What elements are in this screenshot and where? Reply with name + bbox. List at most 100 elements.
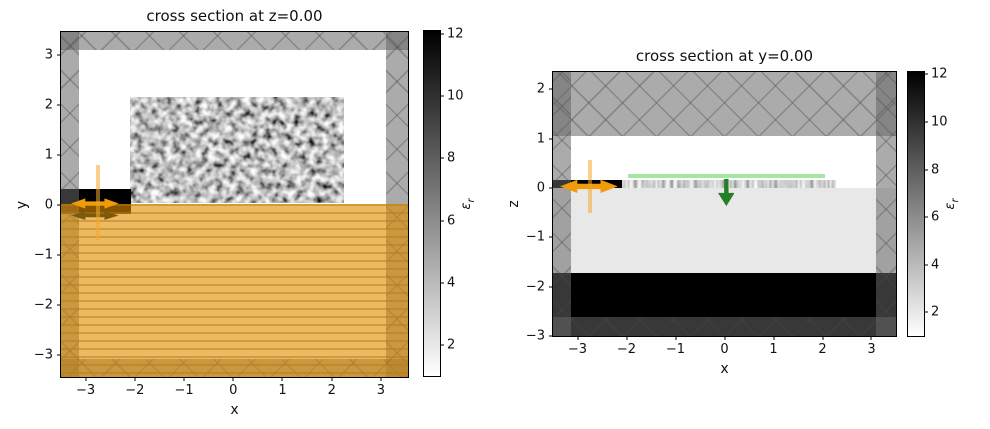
y-tick-label: −3 (525, 328, 545, 344)
plot-title: cross section at z=0.00 (146, 7, 323, 25)
x-tick-mark (675, 336, 676, 340)
x-axis-label: x (230, 402, 239, 418)
colorbar-tick-mark (924, 216, 928, 218)
pml-boundary-top (61, 32, 408, 50)
y-tick-mark (549, 286, 553, 288)
x-tick-label: −2 (125, 383, 145, 398)
colorbar-tick-mark (440, 157, 444, 159)
y-tick-label: 2 (44, 97, 53, 113)
x-tick-label: −3 (76, 383, 96, 398)
y-tick-label: −1 (33, 247, 53, 263)
source-direction-arrow-shadow (70, 210, 119, 221)
y-tick-label: 1 (44, 147, 53, 163)
colorbar-epsilon-right: 2 4 6 8 10 12 (907, 67, 948, 337)
y-tick-mark (549, 335, 553, 337)
y-tick-mark (549, 138, 553, 140)
pml-boundary-top (553, 72, 896, 137)
x-tick-mark (331, 377, 333, 381)
y-tick-label: −1 (525, 229, 545, 245)
colorbar-tick-mark (924, 73, 928, 75)
colorbar-tick-label: 4 (447, 275, 456, 291)
x-tick-label: 2 (818, 342, 827, 357)
colorbar-tick-mark (440, 282, 444, 284)
x-tick-mark (870, 336, 872, 340)
y-tick-mark (57, 304, 61, 306)
colorbar-tick-mark (924, 121, 928, 123)
x-tick-mark (577, 336, 578, 340)
monitor-direction-arrow (717, 179, 735, 207)
y-axis-label: z (506, 200, 522, 208)
x-tick-mark (822, 336, 823, 340)
pml-boundary-bottom (553, 317, 896, 336)
colorbar-tick-label: 6 (447, 213, 456, 229)
x-tick-label: 3 (376, 383, 386, 398)
plot-title: cross section at y=0.00 (635, 47, 814, 65)
x-tick-mark (773, 336, 774, 340)
source-span-line (587, 160, 592, 213)
colorbar-tick-label: 8 (447, 150, 456, 166)
colorbar-label: εr (459, 198, 477, 209)
y-tick-mark (549, 88, 553, 90)
colorbar-tick-label: 10 (447, 88, 464, 104)
pml-boundary-right (876, 72, 896, 336)
colorbar-tick-mark (924, 311, 928, 313)
x-tick-label: 2 (327, 383, 336, 398)
colorbar-tick-label: 12 (447, 26, 464, 42)
design-region-epsilon (621, 180, 837, 188)
colorbar-tick-label: 6 (931, 209, 940, 225)
x-tick-mark (281, 377, 283, 381)
x-tick-label: 1 (769, 342, 778, 357)
y-tick-label: 0 (536, 180, 545, 196)
x-tick-mark (85, 377, 87, 381)
y-tick-mark (549, 187, 553, 189)
x-tick-label: −1 (174, 383, 194, 398)
source-direction-arrow (70, 197, 119, 210)
y-tick-mark (57, 204, 61, 206)
subplot-cross-section-z: −3 −2 −1 0 1 2 3 3 2 1 0 −1 −2 −3 (34, 31, 409, 398)
epsilon-subscript: r (949, 198, 961, 203)
x-tick-label: −3 (567, 342, 588, 357)
colorbar-tick-label: 4 (931, 257, 940, 273)
colorbar-tick-mark (440, 344, 444, 346)
colorbar-tick-label: 2 (447, 337, 456, 353)
y-tick-mark (57, 354, 61, 356)
colorbar-tick-mark (440, 220, 444, 222)
x-tick-mark (232, 377, 234, 381)
colorbar-tick-mark (924, 264, 928, 266)
colorbar-tick-label: 2 (931, 304, 940, 320)
source-span-line (95, 165, 100, 240)
colorbar-tick-label: 8 (931, 162, 940, 177)
epsilon-symbol: ε (943, 202, 959, 210)
y-tick-label: 1 (536, 131, 545, 147)
colorbar-label: εr (943, 198, 961, 209)
x-tick-mark (380, 377, 382, 381)
y-tick-mark (57, 54, 61, 56)
y-tick-label: 3 (44, 47, 53, 63)
colorbar-tick-label: 10 (931, 114, 948, 130)
y-tick-label: −2 (525, 279, 545, 295)
colorbar-tick-mark (440, 95, 444, 97)
x-tick-mark (626, 336, 627, 340)
epsilon-subscript: r (465, 197, 477, 203)
flux-monitor-line (627, 173, 826, 179)
epsilon-symbol: ε (459, 202, 475, 210)
x-tick-label: 1 (278, 383, 287, 398)
colorbar-epsilon-left: 2 4 6 8 10 12 (423, 27, 464, 377)
x-tick-mark (724, 336, 725, 340)
x-axis-label: x (720, 361, 729, 377)
x-tick-mark (134, 377, 136, 381)
pml-boundary-left (553, 72, 571, 336)
colorbar-tick-label: 12 (931, 66, 948, 82)
y-tick-label: 0 (44, 197, 53, 213)
colorbar-tick-mark (924, 169, 928, 170)
y-tick-mark (549, 236, 553, 238)
x-tick-label: −1 (665, 342, 686, 357)
substrate-overlay (61, 203, 408, 377)
colorbar-tick-mark (440, 33, 444, 35)
design-region-epsilon (129, 96, 344, 203)
x-tick-mark (183, 377, 185, 381)
y-tick-mark (57, 254, 61, 256)
x-tick-label: −2 (616, 342, 637, 357)
y-tick-label: 2 (536, 81, 545, 97)
